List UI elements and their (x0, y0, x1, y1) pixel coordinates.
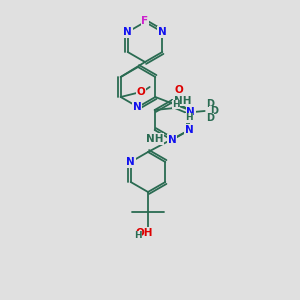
Text: N: N (133, 102, 141, 112)
Text: N: N (186, 107, 195, 117)
Text: O: O (136, 87, 145, 97)
Text: N: N (123, 27, 132, 37)
Text: H: H (172, 100, 180, 109)
Text: N: N (126, 157, 135, 167)
Text: D: D (210, 106, 218, 116)
Text: D: D (206, 113, 214, 123)
Text: H: H (134, 232, 142, 241)
Text: F: F (141, 16, 148, 26)
Text: N: N (185, 125, 194, 135)
Text: N: N (158, 27, 167, 37)
Text: OH: OH (135, 228, 153, 238)
Text: D: D (206, 99, 214, 109)
Text: H: H (185, 113, 193, 122)
Text: NH: NH (146, 134, 164, 144)
Text: NH: NH (174, 95, 191, 106)
Text: O: O (174, 85, 183, 95)
Text: N: N (168, 135, 176, 145)
